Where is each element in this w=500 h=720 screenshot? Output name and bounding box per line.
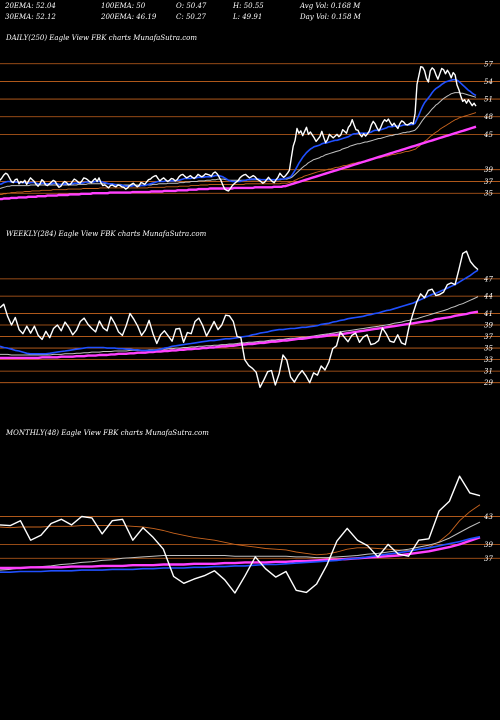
weekly-ema-mid-line <box>0 296 479 356</box>
monthly-level-label: 39 <box>484 541 493 549</box>
monthly-panel-label: MONTHLY(48) Eagle View FBK charts Munafa… <box>6 429 209 437</box>
weekly-level-label: 41 <box>483 310 493 318</box>
header-20ema: 20EMA: 52.04 <box>5 2 56 10</box>
weekly-level-label: 35 <box>484 345 493 353</box>
header-200ema: 200EMA: 46.19 <box>101 13 157 21</box>
monthly-ema-fast-line <box>0 535 481 574</box>
daily-level-label: 35 <box>484 190 493 198</box>
weekly-panel-label: WEEKLY(284) Eagle View FBK charts Munafa… <box>6 230 207 238</box>
weekly-ema-slow-line <box>0 310 479 360</box>
monthly-level-label: 43 <box>483 513 493 521</box>
daily-ema-mid-line <box>0 92 477 189</box>
daily-level-label: 37 <box>484 178 493 186</box>
header-close: C: 50.27 <box>176 13 206 21</box>
daily-level-label: 48 <box>483 113 493 121</box>
monthly-ema-mid-line <box>0 521 481 571</box>
monthly-ema-100-line <box>0 504 481 556</box>
weekly-level-label: 33 <box>484 356 493 364</box>
daily-price-line <box>0 65 477 192</box>
weekly-level-label: 44 <box>483 293 493 301</box>
daily-panel-label: DAILY(250) Eagle View FBK charts MunafaS… <box>6 34 197 42</box>
daily-ema-slow-line <box>0 125 477 201</box>
monthly-price-line <box>0 475 481 594</box>
header-30ema: 30EMA: 52.12 <box>5 13 56 21</box>
daily-level-label: 45 <box>483 131 493 139</box>
monthly-level-label: 37 <box>484 555 493 563</box>
header-100ema: 100EMA: 50 <box>101 2 146 10</box>
weekly-level-label: 39 <box>484 322 493 330</box>
weekly-level-label: 37 <box>484 333 493 341</box>
weekly-level-label: 31 <box>484 368 493 376</box>
weekly-price-line <box>0 250 479 388</box>
daily-ema-100-line <box>0 112 477 195</box>
daily-level-label: 57 <box>484 60 493 68</box>
header-day-vol: Day Vol: 0.158 M <box>300 13 361 21</box>
header-low: L: 49.91 <box>233 13 263 21</box>
monthly-ema-slow-line <box>0 536 481 570</box>
daily-level-label: 54 <box>484 78 493 86</box>
daily-level-label: 51 <box>484 96 493 104</box>
daily-level-label: 39 <box>484 166 493 174</box>
weekly-level-label: 47 <box>483 275 493 283</box>
weekly-level-label: 29 <box>483 379 493 387</box>
header-high: H: 50.55 <box>233 2 264 10</box>
header-avg-vol: Avg Vol: 0.168 M <box>300 2 361 10</box>
header-open: O: 50.47 <box>176 2 207 10</box>
